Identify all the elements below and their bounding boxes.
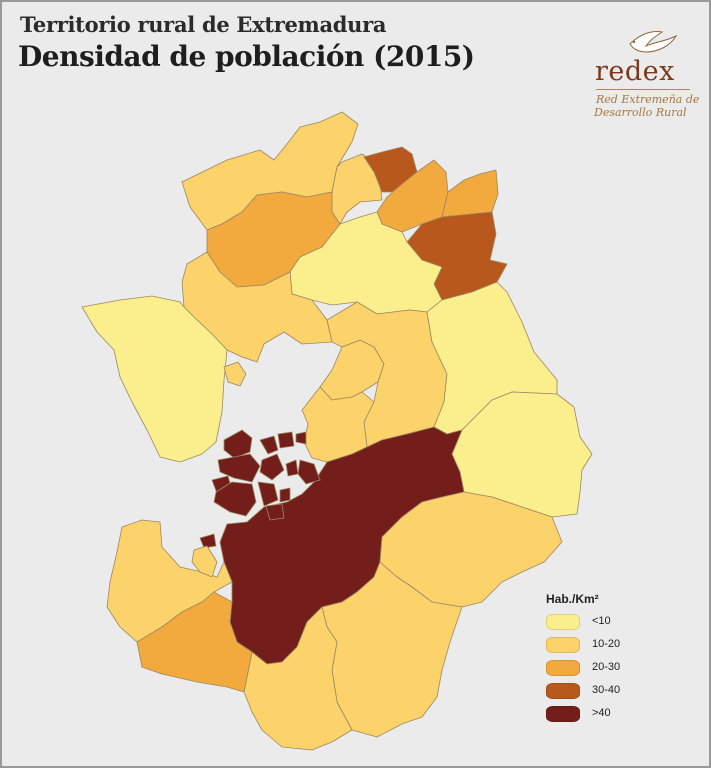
bird-icon — [629, 31, 678, 53]
legend-label: 20-30 — [592, 661, 621, 673]
municipality-11[interactable] — [257, 481, 279, 507]
municipality-6[interactable] — [259, 453, 285, 481]
legend-label: 10-20 — [592, 638, 621, 650]
dense-small-municipalities — [199, 429, 321, 549]
legend-label: <10 — [592, 615, 611, 627]
legend: Hab./Km² <10 10-20 20-30 30-40 >40 — [542, 592, 692, 729]
logo-subtitle-1: Red Extremeña de — [596, 93, 700, 106]
legend-item: 30-40 — [542, 683, 692, 706]
region-north-6[interactable] — [441, 169, 499, 218]
region-southwest-3[interactable] — [191, 545, 218, 578]
region-center-north[interactable] — [289, 211, 443, 315]
region-west-small[interactable] — [223, 361, 247, 387]
municipality-14[interactable] — [199, 533, 217, 549]
municipality-13[interactable] — [265, 503, 285, 521]
legend-title: Hab./Km² — [546, 592, 599, 606]
legend-item: 20-30 — [542, 660, 692, 683]
legend-swatch — [546, 660, 580, 676]
region-far-west[interactable] — [81, 295, 228, 463]
municipality-5[interactable] — [295, 431, 307, 445]
legend-swatch — [546, 614, 580, 630]
municipality-12[interactable] — [279, 487, 291, 503]
municipality-8[interactable] — [297, 459, 321, 485]
legend-swatch — [546, 637, 580, 653]
map-subtitle: Densidad de población (2015) — [18, 40, 475, 73]
municipality-4[interactable] — [277, 431, 295, 449]
logo-subtitle-2: Desarrollo Rural — [594, 106, 687, 119]
region-center-1[interactable] — [319, 339, 385, 401]
legend-label: >40 — [592, 707, 611, 719]
map-title: Territorio rural de Extremadura — [20, 12, 387, 37]
redex-logo: redex Red Extremeña de Desarrollo Rural — [590, 22, 700, 122]
region-south-2[interactable] — [243, 606, 353, 751]
legend-label: 30-40 — [592, 684, 621, 696]
legend-item: <10 — [542, 614, 692, 637]
municipality-2[interactable] — [217, 453, 261, 483]
municipality-10[interactable] — [213, 481, 257, 517]
legend-item: >40 — [542, 706, 692, 729]
municipality-3[interactable] — [259, 435, 279, 455]
region-southwest-2[interactable] — [136, 591, 253, 693]
logo-wordmark: redex — [595, 56, 675, 87]
legend-swatch — [546, 683, 580, 699]
logo-divider — [596, 89, 690, 90]
municipality-7[interactable] — [285, 459, 299, 477]
municipality-1[interactable] — [223, 429, 253, 459]
legend-swatch — [546, 706, 580, 722]
legend-item: 10-20 — [542, 637, 692, 660]
region-center-3[interactable] — [301, 386, 375, 463]
